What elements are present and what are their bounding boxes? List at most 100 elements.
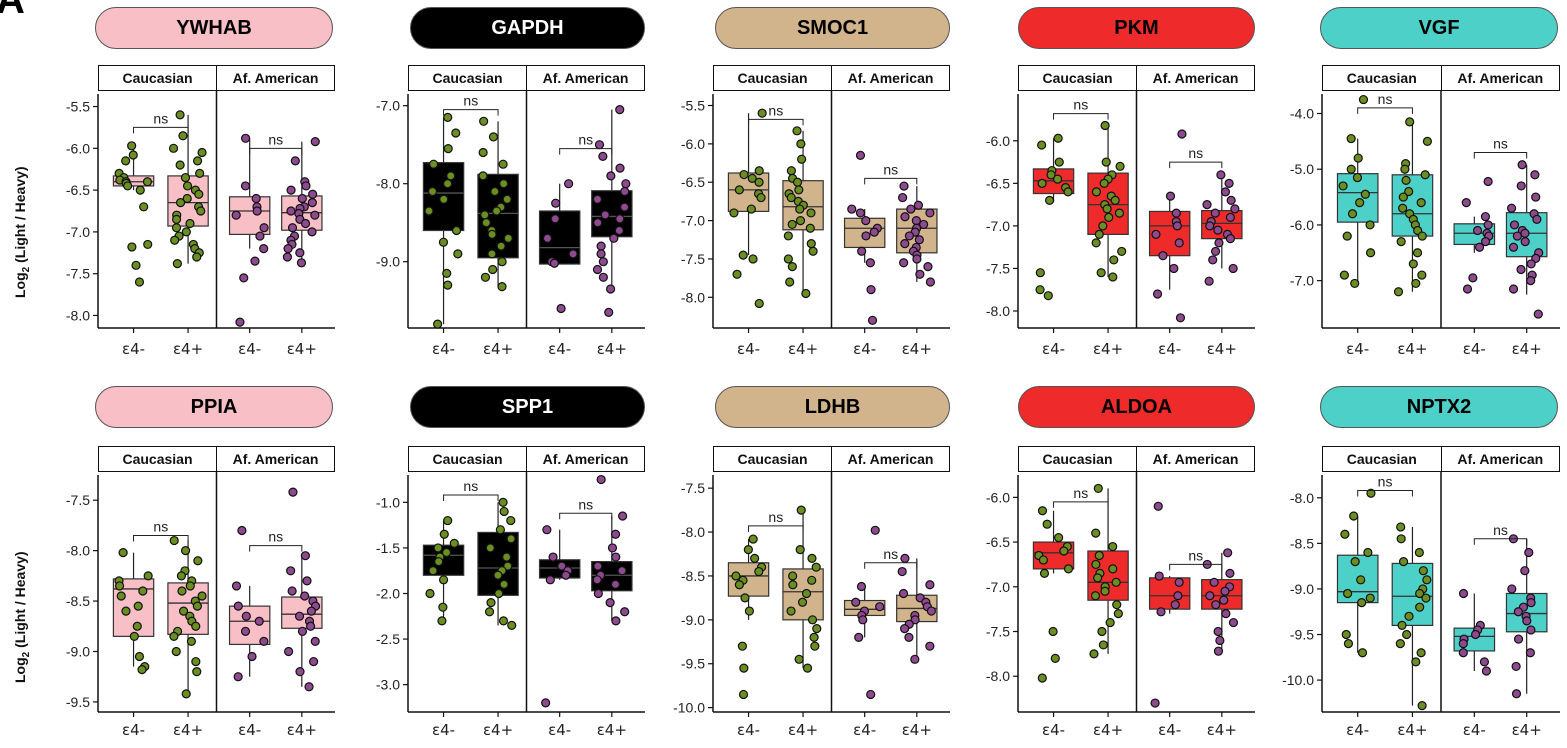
data-point	[1358, 94, 1369, 105]
data-point	[598, 151, 608, 161]
facet-label: Caucasian	[122, 70, 193, 86]
y-tick-label: -5.0	[1290, 161, 1314, 177]
data-point	[865, 258, 875, 268]
facet-label: Af. American	[1440, 447, 1560, 471]
significance-label: ns	[768, 102, 783, 118]
data-point	[747, 173, 757, 183]
y-tick-label: -9.0	[1290, 581, 1314, 597]
facet-strip-gapdh: Caucasian Af. American	[408, 65, 645, 91]
data-point	[1063, 564, 1074, 574]
data-point	[897, 566, 907, 577]
data-point	[182, 181, 193, 191]
data-point	[915, 269, 925, 279]
data-point	[550, 214, 560, 224]
data-point	[593, 588, 603, 599]
facet-strip-ywhab: Caucasian Af. American	[98, 65, 335, 91]
chart-ppia: -7.5 -8.0 -8.5 -9.0 -9.5 ε4- ε4+ ε4- ε4+ ns ns	[66, 472, 335, 739]
data-point	[503, 233, 513, 243]
data-point	[869, 227, 879, 237]
data-point	[738, 250, 748, 260]
data-point	[1412, 248, 1423, 258]
data-point	[486, 598, 496, 608]
data-point	[855, 150, 866, 160]
data-point	[1044, 195, 1055, 205]
data-point	[480, 210, 490, 220]
data-point	[310, 137, 320, 147]
y-tick-label: -8.0	[66, 307, 90, 323]
data-point	[259, 244, 269, 254]
data-point	[1046, 170, 1056, 180]
data-point	[914, 235, 924, 245]
significance-label: ns	[1378, 91, 1393, 107]
data-point	[786, 606, 796, 616]
facet-strip-aldoa: Caucasian Af. American	[1018, 446, 1255, 472]
data-point	[621, 179, 631, 189]
data-point	[847, 204, 857, 214]
data-point	[171, 214, 182, 224]
data-point	[127, 141, 137, 151]
facet-label: Af. American	[831, 66, 949, 90]
data-point	[301, 181, 311, 191]
data-point	[1037, 673, 1047, 683]
data-point	[925, 277, 936, 287]
y-tick-label: -9.5	[66, 694, 90, 710]
data-point	[592, 575, 602, 585]
gene-title-vgf: VGF	[1320, 7, 1558, 49]
data-point	[1230, 204, 1240, 214]
data-point	[1091, 187, 1102, 197]
data-point	[1172, 221, 1182, 231]
data-point	[739, 169, 749, 180]
data-point	[1516, 264, 1526, 275]
data-point	[490, 186, 500, 197]
x-tick-label: ε4-	[1463, 340, 1486, 358]
y-tick-label: -6.5	[66, 182, 90, 198]
data-point	[185, 218, 195, 229]
data-point	[428, 159, 439, 169]
gene-title-gapdh: GAPDH	[410, 7, 645, 49]
x-tick-label: ε4-	[1158, 721, 1181, 739]
data-point	[300, 218, 311, 229]
data-point	[1110, 195, 1120, 205]
data-point	[172, 259, 182, 269]
data-point	[1520, 566, 1530, 576]
data-point	[1097, 626, 1107, 637]
data-point	[250, 256, 260, 266]
data-point	[600, 210, 610, 220]
y-tick-label: -7.0	[376, 98, 400, 114]
facet-label: Af. American	[526, 447, 644, 471]
data-point	[121, 606, 131, 616]
data-point	[1209, 577, 1219, 587]
data-point	[479, 116, 489, 126]
data-point	[1153, 501, 1163, 511]
data-point	[851, 597, 861, 607]
data-point	[796, 505, 806, 515]
data-point	[805, 223, 815, 233]
data-point	[191, 621, 201, 631]
data-point	[548, 552, 558, 562]
data-point	[611, 552, 621, 562]
x-tick-label: ε4+	[1207, 721, 1237, 739]
y-tick-label: -6.5	[986, 534, 1010, 550]
data-point	[614, 225, 624, 236]
data-point	[491, 206, 502, 216]
data-point	[1094, 550, 1104, 561]
facet-label: Caucasian	[1346, 70, 1417, 86]
data-point	[499, 179, 509, 189]
data-point	[1338, 181, 1348, 191]
data-point	[197, 591, 207, 601]
facet-label: Af. American	[1136, 447, 1254, 471]
data-point	[499, 579, 509, 589]
x-tick-label: ε4+	[1397, 721, 1427, 739]
data-point	[1048, 626, 1058, 637]
data-point	[286, 566, 296, 576]
data-point	[729, 208, 739, 218]
data-point	[168, 143, 179, 153]
data-point	[192, 156, 203, 166]
data-point	[1397, 620, 1407, 631]
data-point	[926, 606, 936, 616]
data-point	[794, 654, 804, 664]
data-point	[307, 227, 317, 237]
data-point	[1480, 211, 1491, 222]
x-tick-label: ε4+	[902, 340, 932, 358]
data-point	[1405, 117, 1415, 127]
